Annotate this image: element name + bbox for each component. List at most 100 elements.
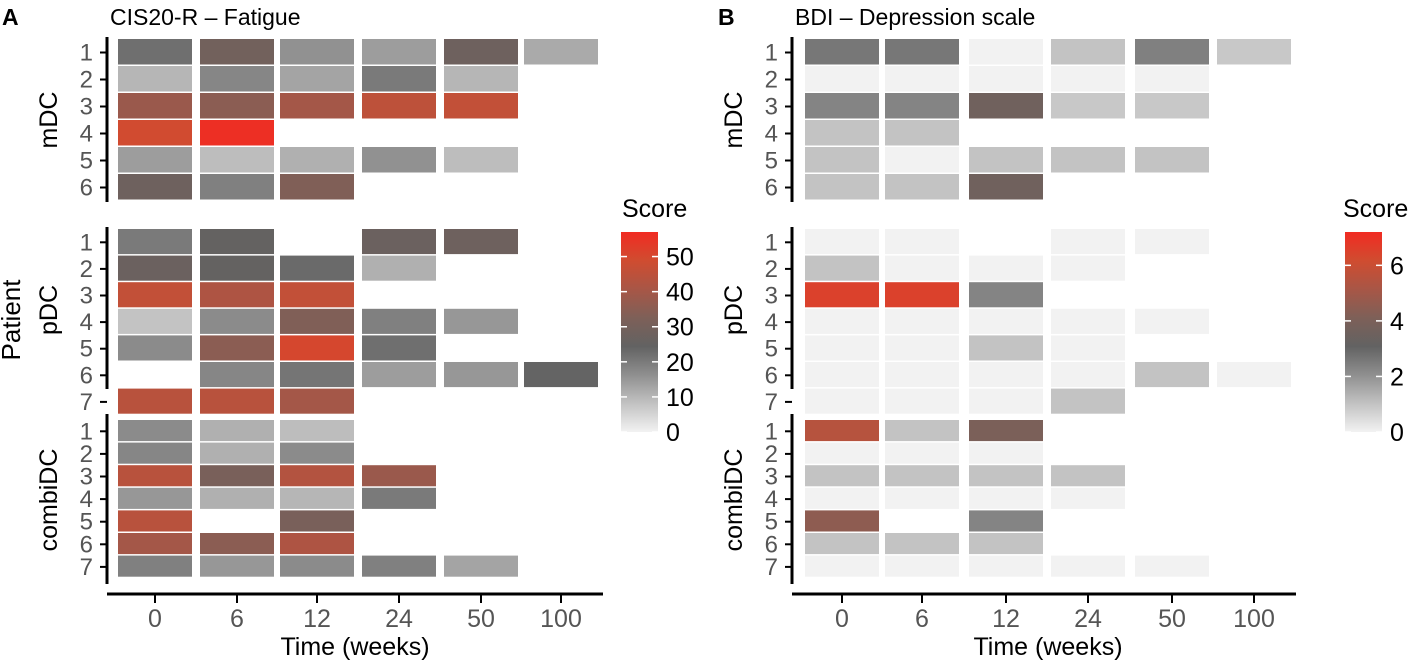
row-label: 5 <box>765 148 778 175</box>
heatmap-cell <box>200 362 274 388</box>
heatmap-cell <box>118 335 192 361</box>
heatmap-cell <box>118 229 192 255</box>
heatmap-cell <box>805 442 879 464</box>
heatmap-cell <box>805 465 879 487</box>
heatmap-cell <box>118 120 192 146</box>
heatmap-cell <box>885 308 959 334</box>
row-label: 6 <box>80 175 93 202</box>
heatmap-cell <box>1135 555 1209 577</box>
heatmap-cell <box>200 120 274 146</box>
heatmap-cell <box>805 255 879 281</box>
heatmap-cell <box>1135 147 1209 173</box>
colorbar-tick-label: 10 <box>666 384 694 412</box>
row-label: 2 <box>80 441 93 468</box>
heatmap-cell <box>362 555 436 577</box>
heatmap-cell <box>362 229 436 255</box>
heatmap-cell <box>200 308 274 334</box>
heatmap-cell <box>1051 229 1125 255</box>
heatmap-cell <box>805 308 879 334</box>
x-tick-label: 50 <box>467 605 495 633</box>
heatmap-cell <box>444 39 518 65</box>
heatmap-cell <box>118 66 192 92</box>
x-tick-label: 6 <box>915 605 929 633</box>
panel-b-title: BDI – Depression scale <box>795 4 1035 30</box>
panel-b-x-axis-label: Time (weeks) <box>973 633 1122 661</box>
heatmap-cell <box>362 93 436 119</box>
row-label: 4 <box>765 121 778 148</box>
heatmap-cell <box>362 308 436 334</box>
heatmap-cell <box>444 147 518 173</box>
row-label: 2 <box>80 67 93 94</box>
heatmap-cell <box>885 487 959 509</box>
heatmap-cell <box>805 147 879 173</box>
heatmap-cell <box>118 282 192 308</box>
heatmap-cell <box>118 93 192 119</box>
heatmap-cell <box>118 308 192 334</box>
heatmap-cell <box>969 93 1043 119</box>
heatmap-cell <box>969 362 1043 388</box>
heatmap-cell <box>524 362 598 388</box>
x-tick-label: 0 <box>148 605 162 633</box>
heatmap-cell <box>1135 93 1209 119</box>
heatmap-cell <box>444 555 518 577</box>
heatmap-cell <box>1051 388 1125 414</box>
heatmap-cell <box>805 533 879 555</box>
heatmap-cell <box>280 487 354 509</box>
x-tick-label: 12 <box>992 605 1020 633</box>
panel-a-letter: A <box>2 4 19 30</box>
row-label: 7 <box>80 554 93 581</box>
colorbar-tick-label: 20 <box>666 349 694 377</box>
heatmap-cell <box>1135 308 1209 334</box>
heatmap-cell <box>1135 66 1209 92</box>
heatmap-cell <box>885 442 959 464</box>
heatmap-cell <box>280 174 354 200</box>
heatmap-cell <box>280 308 354 334</box>
row-label: 4 <box>765 309 778 336</box>
heatmap-cell <box>805 362 879 388</box>
heatmap-cell <box>362 487 436 509</box>
heatmap-cell <box>118 147 192 173</box>
heatmap-cell <box>805 120 879 146</box>
panel-a-fatigue-heatmap: A CIS20-R – Fatigue Time (weeks) Score 0… <box>2 4 694 661</box>
row-label: 6 <box>765 175 778 202</box>
heatmap-cell <box>969 255 1043 281</box>
heatmap-cell <box>805 93 879 119</box>
group-label-combidc: combiDC <box>720 449 748 552</box>
x-tick-label: 24 <box>1074 605 1102 633</box>
heatmap-cell <box>885 388 959 414</box>
heatmap-cell <box>444 229 518 255</box>
heatmap-cell <box>280 255 354 281</box>
heatmap-cell <box>118 487 192 509</box>
row-label: 5 <box>80 336 93 363</box>
row-label: 5 <box>765 336 778 363</box>
x-tick-label: 6 <box>230 605 244 633</box>
heatmap-cell <box>885 555 959 577</box>
row-label: 6 <box>765 362 778 389</box>
heatmap-cell <box>885 66 959 92</box>
heatmap-cell <box>362 335 436 361</box>
heatmap-cell <box>885 147 959 173</box>
heatmap-cell <box>118 555 192 577</box>
heatmap-cell <box>1051 555 1125 577</box>
heatmap-cell <box>362 465 436 487</box>
colorbar-tick-label: 4 <box>1390 308 1404 336</box>
heatmap-cell <box>118 420 192 442</box>
colorbar <box>1345 232 1382 432</box>
heatmap-cell <box>805 229 879 255</box>
group-label-pdc: pDC <box>720 285 748 335</box>
heatmap-cell <box>969 465 1043 487</box>
x-tick-label: 0 <box>835 605 849 633</box>
heatmap-cell <box>362 255 436 281</box>
row-label: 4 <box>80 121 93 148</box>
panel-b-legend-title: Score <box>1343 195 1408 223</box>
row-label: 3 <box>80 464 93 491</box>
heatmap-cell <box>444 308 518 334</box>
heatmap-cell <box>280 442 354 464</box>
heatmap-cell <box>280 465 354 487</box>
heatmap-cell <box>885 229 959 255</box>
group-label-combidc: combiDC <box>35 449 63 552</box>
row-label: 7 <box>80 389 93 416</box>
heatmap-cell <box>200 174 274 200</box>
row-label: 3 <box>80 283 93 310</box>
heatmap-cell <box>885 39 959 65</box>
